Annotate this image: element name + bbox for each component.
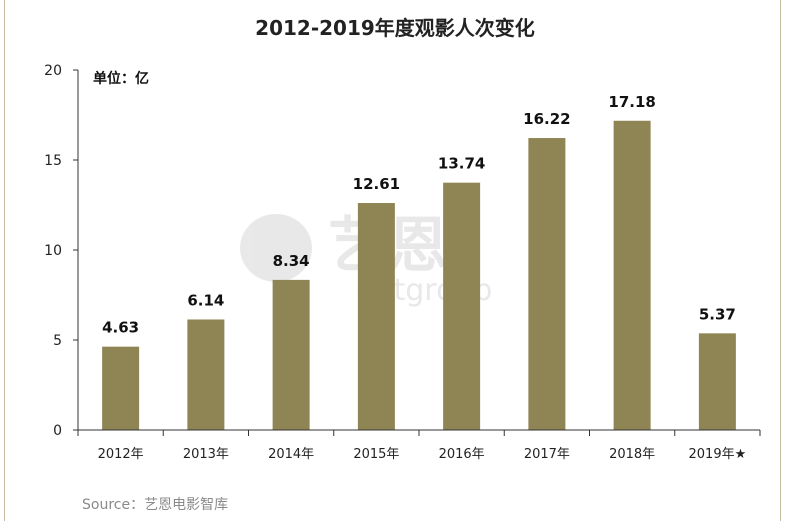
- y-tick-label: 0: [53, 423, 62, 439]
- x-tick-label: 2019年★: [689, 447, 747, 462]
- bar: [187, 319, 225, 430]
- data-label: 17.18: [608, 93, 655, 111]
- data-label: 5.37: [699, 305, 736, 323]
- data-label: 16.22: [523, 110, 570, 128]
- x-tick-label: 2017年: [524, 447, 570, 462]
- x-tick-label: 2014年: [268, 447, 314, 462]
- frame-right-line: [780, 0, 781, 521]
- data-label: 4.63: [102, 319, 139, 337]
- bar: [357, 203, 395, 430]
- y-tick-label: 15: [44, 153, 62, 169]
- data-label: 6.14: [187, 291, 224, 309]
- source-note: Source：艺恩电影智库: [82, 497, 229, 513]
- bar: [102, 346, 140, 430]
- y-axis: 0 5 10 15 20: [44, 63, 79, 439]
- bar-series: 4.63 6.14 8.34 12.61 13.74 16.22 17.18 5.37: [102, 93, 736, 431]
- chart-title: 2012-2019年度观影人次变化: [255, 16, 535, 40]
- x-tick-label: 2018年: [609, 447, 655, 462]
- unit-label: 单位：亿: [93, 71, 149, 87]
- x-tick-label: 2015年: [353, 447, 399, 462]
- x-tick-label: 2016年: [439, 447, 485, 462]
- bar: [613, 120, 651, 430]
- bar: [528, 138, 566, 431]
- data-label: 13.74: [438, 155, 485, 173]
- y-tick-label: 20: [44, 63, 62, 79]
- y-tick-label: 5: [53, 333, 62, 349]
- x-tick-label: 2013年: [183, 447, 229, 462]
- y-tick-label: 10: [44, 243, 62, 259]
- data-label: 8.34: [273, 252, 310, 270]
- watermark-icon: [240, 214, 312, 282]
- x-axis: 2012年 2013年 2014年 2015年 2016年 2017年 2018年 2019年…: [77, 429, 761, 462]
- bar: [272, 279, 310, 430]
- bar: [443, 182, 481, 430]
- x-tick-label: 2012年: [98, 447, 144, 462]
- frame-left-line: [4, 0, 5, 521]
- bar: [698, 333, 736, 430]
- data-label: 12.61: [353, 175, 400, 193]
